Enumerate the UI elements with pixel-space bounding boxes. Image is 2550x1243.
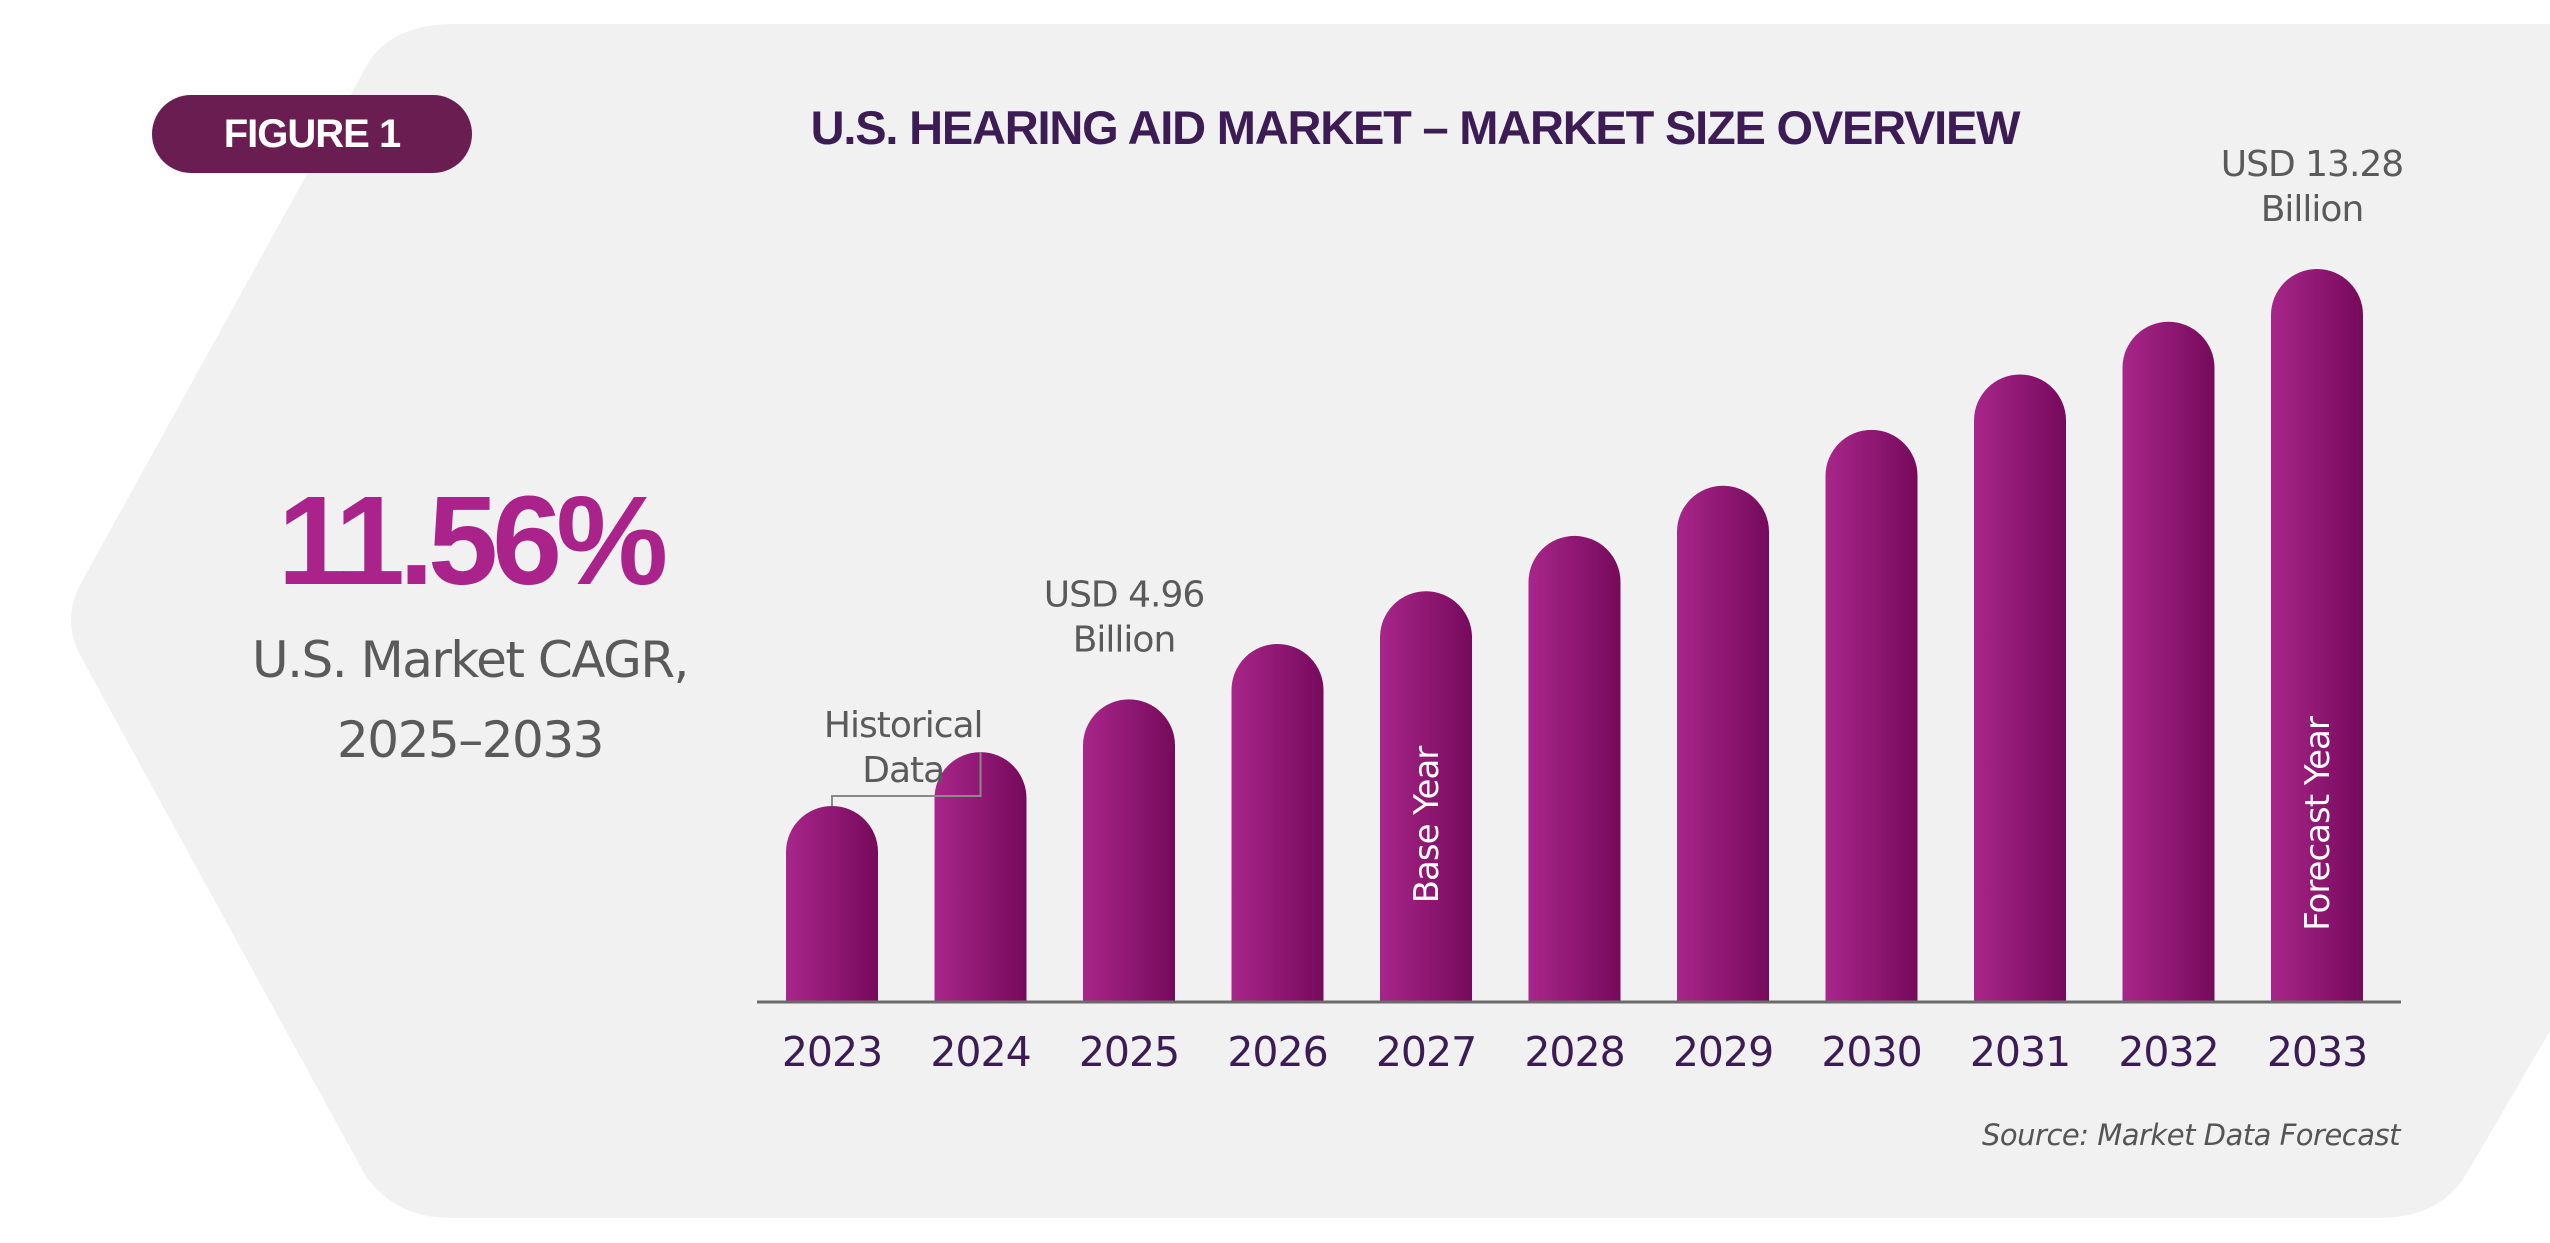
historical-data-label-line-1: Historical (824, 705, 983, 746)
value-label-2025-line-1: USD 4.96 (1044, 574, 1205, 615)
bar-2025 (1083, 699, 1175, 1001)
x-tick-label-2032: 2032 (2118, 1028, 2218, 1076)
value-label-2025-line-2: Billion (1073, 619, 1176, 660)
chart-title: U.S. HEARING AID MARKET – MARKET SIZE OV… (810, 101, 2021, 154)
x-tick-label-2033: 2033 (2267, 1028, 2367, 1076)
bar-2027 (1380, 591, 1472, 1001)
x-tick-label-2029: 2029 (1673, 1028, 1773, 1076)
bar-2031 (1974, 374, 2066, 1001)
bar-2023 (786, 805, 878, 1001)
x-tick-label-2028: 2028 (1524, 1028, 1624, 1076)
x-tick-label-2026: 2026 (1227, 1028, 1327, 1076)
bar-2024 (934, 752, 1027, 1001)
bar-note-base-year: Base Year (1407, 746, 1447, 904)
cagr-label: U.S. Market CAGR, 2025–2033 (200, 620, 740, 780)
cagr-label-line2: 2025–2033 (337, 711, 605, 769)
x-tick-label-2031: 2031 (1970, 1028, 2070, 1076)
x-tick-label-2025: 2025 (1079, 1028, 1179, 1076)
figure-badge: FIGURE 1 (152, 95, 472, 173)
bar-2030 (1825, 429, 1918, 1002)
figure-badge-label: FIGURE 1 (223, 111, 401, 156)
bar-2032 (2122, 321, 2215, 1001)
x-tick-label-2027: 2027 (1376, 1028, 1476, 1076)
cagr-label-line1: U.S. Market CAGR, (252, 631, 689, 689)
x-tick-label-2023: 2023 (782, 1028, 882, 1076)
x-tick-labels: 2023 2024 2025 2026 2027 2028 2029 2030 2031 2032… (782, 1028, 2368, 1076)
value-label-2033-line-2: Billion (2261, 189, 2364, 230)
source-note: Source: Market Data Forecast (1981, 1118, 2401, 1152)
x-tick-label-2030: 2030 (1821, 1028, 1921, 1076)
historical-data-label-line-2: Data (862, 750, 944, 791)
bars-group (786, 269, 2363, 1002)
panel-shape (71, 24, 2550, 1218)
bar-2029 (1677, 485, 1769, 1001)
cagr-value: 11.56% (277, 470, 668, 611)
bar-2026 (1231, 644, 1324, 1001)
bar-note-forecast-year: Forecast Year (2298, 716, 2338, 931)
historical-data-bracket (831, 752, 982, 806)
bar-2028 (1528, 535, 1621, 1001)
x-tick-label-2024: 2024 (930, 1028, 1030, 1076)
bar-2033 (2271, 269, 2363, 1001)
value-label-2033-line-1: USD 13.28 (2221, 144, 2403, 185)
